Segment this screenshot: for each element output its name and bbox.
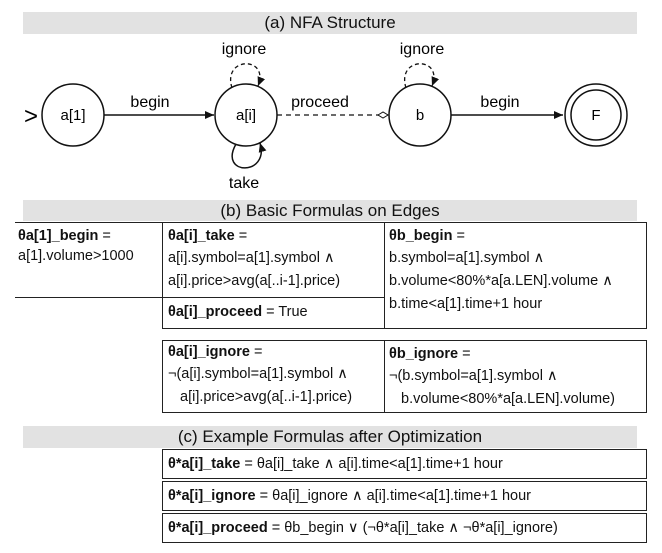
- formula-ai-ignore-line-2: a[i].price>avg(a[..i-1].price): [180, 389, 353, 405]
- formula-b-begin-line-2: b.volume<80%*a[a.LEN].volume ∧: [389, 273, 613, 289]
- basic-left-bottom-rule: [15, 297, 162, 298]
- formula-ai-ignore-line-1: ¬(a[i].symbol=a[1].symbol ∧: [168, 366, 348, 382]
- basic-right-rule: [646, 222, 647, 328]
- formula-b-begin: θb_begin = b.symbol=a[1].symbol ∧ b.volu…: [389, 226, 613, 314]
- basic-row1-bottom-rule: [162, 328, 647, 329]
- formula-ai-proceed-eq: = True: [262, 304, 308, 320]
- state-b-label: b: [416, 107, 424, 124]
- edge-ignore-b-label: ignore: [400, 41, 445, 58]
- nfa-section-title: (a) NFA Structure: [23, 12, 637, 34]
- formula-a1-begin-eq: =: [98, 228, 111, 244]
- formula-b-begin-line-1: b.symbol=a[1].symbol ∧: [389, 250, 545, 266]
- formula-ai-proceed: θa[i]_proceed = True: [168, 302, 308, 322]
- nfa-diagram: > a[1] a[i] b F begin proceed begin igno…: [24, 41, 628, 192]
- formula-ai-take-name: θa[i]_take: [168, 228, 235, 244]
- basic-row2-top-rule: [162, 340, 647, 341]
- formula-ai-take-eq: =: [234, 228, 248, 244]
- edge-begin-b-f-label: begin: [480, 94, 519, 111]
- opt-formula-take-name: θ*a[i]_take: [168, 456, 241, 472]
- formula-ai-take-line-2: a[i].price>avg(a[..i-1].price): [168, 273, 341, 289]
- state-f-outer-circle: [564, 83, 628, 147]
- formula-ai-ignore-name: θa[i]_ignore: [168, 344, 250, 360]
- opt-formula-ignore-box: [162, 481, 647, 511]
- edge-ignore-ai-loop: [229, 63, 266, 89]
- basic-row2-right-rule: [646, 340, 647, 412]
- opt-formula-ignore-name: θ*a[i]_ignore: [168, 488, 256, 504]
- opt-formula-ignore: θ*a[i]_ignore = θa[i]_ignore ∧ a[i].time…: [168, 486, 531, 506]
- formula-a1-begin-name: θa[1]_begin: [18, 228, 99, 244]
- state-f-inner-circle: [570, 89, 622, 141]
- basic-divider-2: [384, 222, 385, 328]
- state-a1-label: a[1]: [60, 107, 85, 124]
- formula-ai-take: θa[i]_take = a[i].symbol=a[1].symbol ∧ a…: [168, 226, 340, 291]
- basic-mid-rule: [162, 297, 384, 298]
- opt-section-title: (c) Example Formulas after Optimization: [23, 426, 637, 448]
- basic-section-title: (b) Basic Formulas on Edges: [23, 200, 637, 221]
- basic-top-rule: [15, 222, 647, 223]
- formula-b-ignore: θb_ignore = ¬(b.symbol=a[1].symbol ∧ b.v…: [389, 344, 615, 409]
- formula-b-ignore-line-1: ¬(b.symbol=a[1].symbol ∧: [389, 368, 558, 384]
- formula-ai-ignore-eq: =: [249, 344, 263, 360]
- formula-ai-take-line-1: a[i].symbol=a[1].symbol ∧: [168, 250, 335, 266]
- opt-formula-proceed-box: [162, 513, 647, 543]
- formula-a1-begin-line-1: a[1].volume>1000: [18, 248, 134, 264]
- opt-formula-proceed: θ*a[i]_proceed = θb_begin ∨ (¬θ*a[i]_tak…: [168, 518, 558, 538]
- formula-ai-ignore: θa[i]_ignore = ¬(a[i].symbol=a[1].symbol…: [168, 342, 352, 407]
- state-f-label: F: [591, 107, 600, 124]
- opt-formula-proceed-name: θ*a[i]_proceed: [168, 520, 268, 536]
- basic-row2-bottom-rule: [162, 412, 647, 413]
- formula-b-begin-eq: =: [452, 228, 465, 244]
- edge-ignore-b-loop: [403, 63, 440, 89]
- formula-b-ignore-name: θb_ignore: [389, 346, 459, 362]
- start-marker: >: [24, 103, 38, 130]
- formula-b-begin-line-3: b.time<a[1].time+1 hour: [389, 296, 543, 312]
- formula-b-ignore-line-2: b.volume<80%*a[a.LEN].volume): [401, 391, 615, 407]
- formula-b-ignore-eq: =: [458, 346, 471, 362]
- formula-b-begin-name: θb_begin: [389, 228, 453, 244]
- edge-take-label: take: [229, 175, 259, 192]
- basic-divider-1: [162, 222, 163, 328]
- opt-formula-take-box: [162, 449, 647, 479]
- edge-begin-a1-ai-label: begin: [130, 94, 169, 111]
- opt-formula-proceed-rest: = θb_begin ∨ (¬θ*a[i]_take ∧ ¬θ*a[i]_ign…: [267, 520, 558, 536]
- edge-proceed-label: proceed: [291, 94, 349, 111]
- edge-take-loop: [231, 142, 267, 169]
- basic-row2-mid-rule: [384, 340, 385, 412]
- opt-formula-ignore-rest: = θa[i]_ignore ∧ a[i].time<a[1].time+1 h…: [255, 488, 532, 504]
- state-ai-label: a[i]: [236, 107, 256, 124]
- opt-formula-take: θ*a[i]_take = θa[i]_take ∧ a[i].time<a[1…: [168, 454, 503, 474]
- edge-ignore-ai-label: ignore: [222, 41, 267, 58]
- formula-ai-proceed-name: θa[i]_proceed: [168, 304, 263, 320]
- opt-formula-take-rest: = θa[i]_take ∧ a[i].time<a[1].time+1 hou…: [240, 456, 503, 472]
- basic-row2-left-rule: [162, 340, 163, 412]
- formula-a1-begin: θa[1]_begin = a[1].volume>1000: [18, 226, 134, 266]
